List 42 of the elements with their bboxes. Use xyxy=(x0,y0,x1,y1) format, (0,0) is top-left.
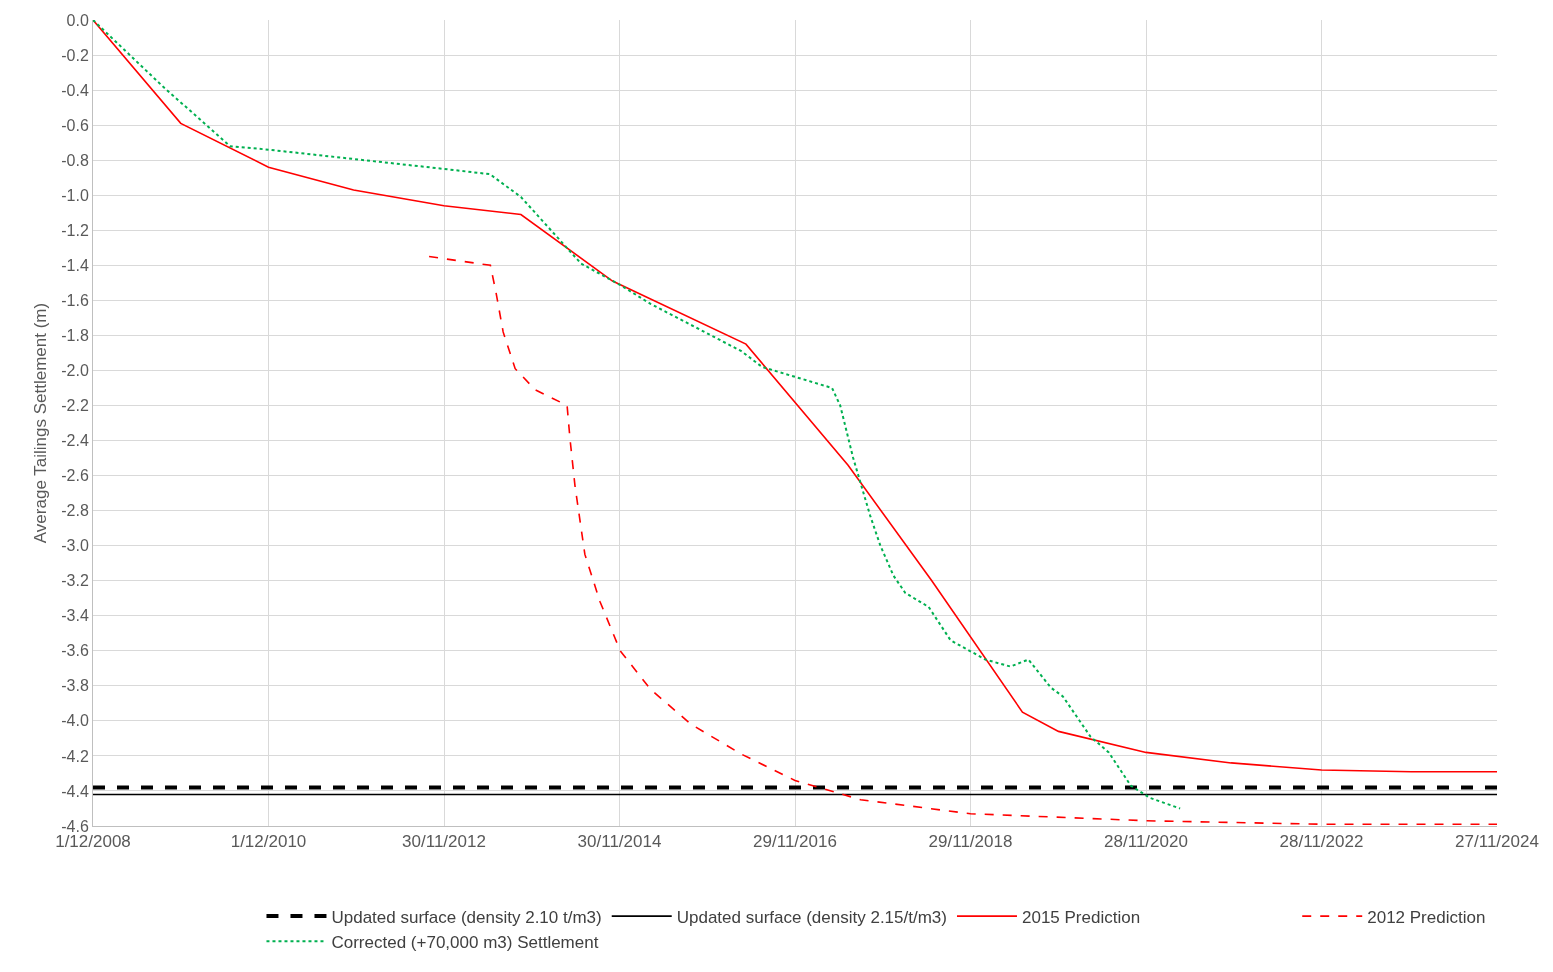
legend-label: Updated surface (density 2.15/t/m3) xyxy=(676,907,947,927)
y-tick-label: -2.8 xyxy=(61,502,89,520)
y-tick-label: -4.4 xyxy=(61,782,89,800)
y-tick-label: -3.8 xyxy=(61,677,89,695)
line-series xyxy=(93,20,1497,773)
x-tick-label: 30/11/2014 xyxy=(577,832,662,852)
y-tick-label: -2.0 xyxy=(61,362,89,380)
x-tick-label: 28/11/2020 xyxy=(1104,832,1188,852)
y-tick-label: -3.4 xyxy=(61,607,89,625)
x-tick-label: 1/12/2008 xyxy=(55,832,131,852)
y-tick-label: -0.8 xyxy=(61,151,89,169)
x-tick-label: 1/12/2010 xyxy=(230,832,307,852)
y-tick-label: -4.0 xyxy=(61,712,89,730)
y-tick-label: -1.0 xyxy=(61,186,89,204)
y-tick-label: -2.2 xyxy=(61,397,89,415)
legend-label: Updated surface (density 2.10 t/m3) xyxy=(331,907,602,927)
y-tick-label: -1.4 xyxy=(61,256,89,274)
y-tick-label: -0.2 xyxy=(61,46,89,64)
y-tick-label: -4.2 xyxy=(61,747,89,765)
y-tick-label: 0.0 xyxy=(66,11,89,29)
x-tick-label: 29/11/2016 xyxy=(753,832,837,852)
y-tick-label: -3.2 xyxy=(61,572,89,590)
x-tick-label: 28/11/2022 xyxy=(1279,832,1364,852)
y-tick-label: -1.6 xyxy=(61,291,89,309)
y-tick-label: -0.4 xyxy=(61,81,89,99)
legend-label: 2015 Prediction xyxy=(1021,907,1141,927)
y-tick-label: -0.6 xyxy=(61,116,89,134)
x-tick-label: 29/11/2018 xyxy=(928,832,1013,852)
legend-label: Corrected (+70,000 m3) Settlement xyxy=(331,932,599,952)
y-axis-title: Average Tailings Settlement (m) xyxy=(30,302,50,544)
x-tick-label: 30/11/2012 xyxy=(402,832,486,852)
legend-label: 2012 Prediction xyxy=(1367,907,1486,927)
y-tick-label: -4.6 xyxy=(61,817,89,835)
y-tick-label: -2.4 xyxy=(61,432,89,450)
y-tick-label: -1.8 xyxy=(61,326,89,344)
line-series xyxy=(428,255,1497,826)
y-tick-label: -1.2 xyxy=(61,221,89,239)
x-tick-label: 27/11/2024 xyxy=(1455,832,1539,852)
y-tick-label: -3.0 xyxy=(61,537,89,555)
y-tick-label: -3.6 xyxy=(61,642,89,660)
y-tick-label: -2.6 xyxy=(61,467,89,485)
line-series xyxy=(93,20,1182,810)
